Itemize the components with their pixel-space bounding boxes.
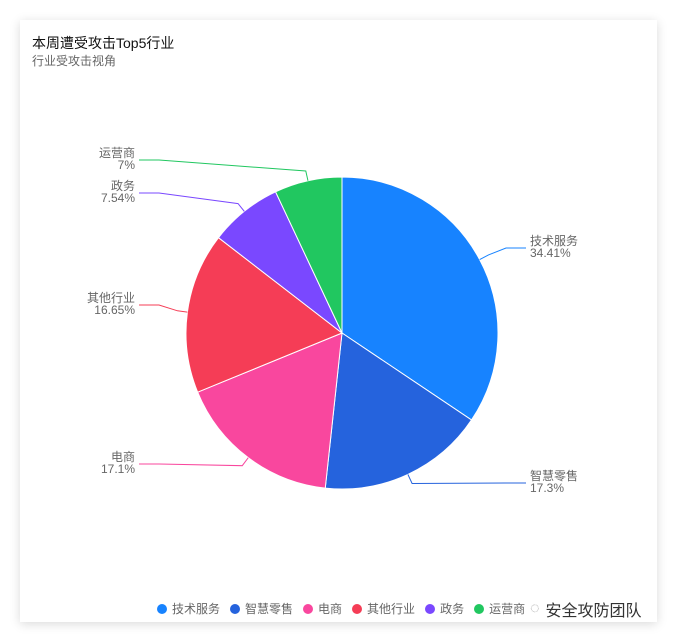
pie-slice-0[interactable]: [341, 176, 499, 421]
leader-line-1: [407, 474, 526, 484]
legend-marker: [157, 603, 167, 614]
wechat-icon: ◌: [530, 600, 540, 617]
leader-line-2: [139, 457, 249, 467]
legend-marker: [425, 603, 436, 614]
data-label-value: 17.1%: [101, 462, 135, 476]
chart-title: 本周遭受攻击Top5行业: [32, 35, 175, 51]
legend-label: 运营商: [489, 602, 526, 616]
legend-label: 电商: [318, 602, 343, 616]
legend: 技术服务 智慧零售 电商 其他行业 政务 运营商: [157, 600, 525, 617]
data-label-category: 电商: [111, 449, 135, 464]
legend-item[interactable]: 运营商: [474, 600, 525, 617]
leader-line-5: [139, 159, 309, 181]
data-label-category: 技术服务: [530, 233, 578, 248]
legend-item[interactable]: 技术服务: [157, 600, 220, 617]
legend-marker: [230, 603, 241, 614]
data-label-category: 其他行业: [87, 291, 135, 305]
legend-item[interactable]: 其他行业: [352, 600, 415, 617]
data-label-value: 16.65%: [94, 303, 135, 317]
data-label-value: 34.41%: [530, 246, 571, 260]
pie-slice-5[interactable]: [274, 176, 343, 334]
legend-marker: [303, 603, 314, 614]
pie-slice-2[interactable]: [196, 332, 343, 489]
chart-subtitle: 行业受攻击视角: [32, 54, 117, 68]
data-label-category: 运营商: [99, 145, 135, 160]
data-label-value: 7%: [118, 158, 136, 172]
legend-label: 技术服务: [172, 602, 221, 616]
data-label-category: 政务: [111, 178, 135, 193]
legend-label: 政务: [440, 602, 465, 616]
data-label-category: 智慧零售: [530, 468, 578, 483]
legend-marker: [474, 603, 485, 614]
data-label-value: 7.54%: [101, 191, 135, 205]
leader-line-4: [139, 192, 245, 212]
data-label-value: 17.3%: [530, 481, 564, 495]
legend-label: 其他行业: [367, 602, 416, 616]
legend-marker: [352, 603, 363, 614]
leader-line-3: [139, 304, 188, 313]
legend-item[interactable]: 智慧零售: [230, 600, 293, 617]
pie-slice-1[interactable]: [324, 332, 473, 490]
leader-line-0: [479, 247, 526, 261]
legend-label: 智慧零售: [245, 602, 294, 616]
legend-item[interactable]: 政务: [425, 600, 464, 617]
pie-slice-3[interactable]: [185, 236, 343, 393]
legend-item[interactable]: 电商: [303, 600, 342, 617]
watermark: ◌ 安全攻防团队: [530, 600, 642, 620]
